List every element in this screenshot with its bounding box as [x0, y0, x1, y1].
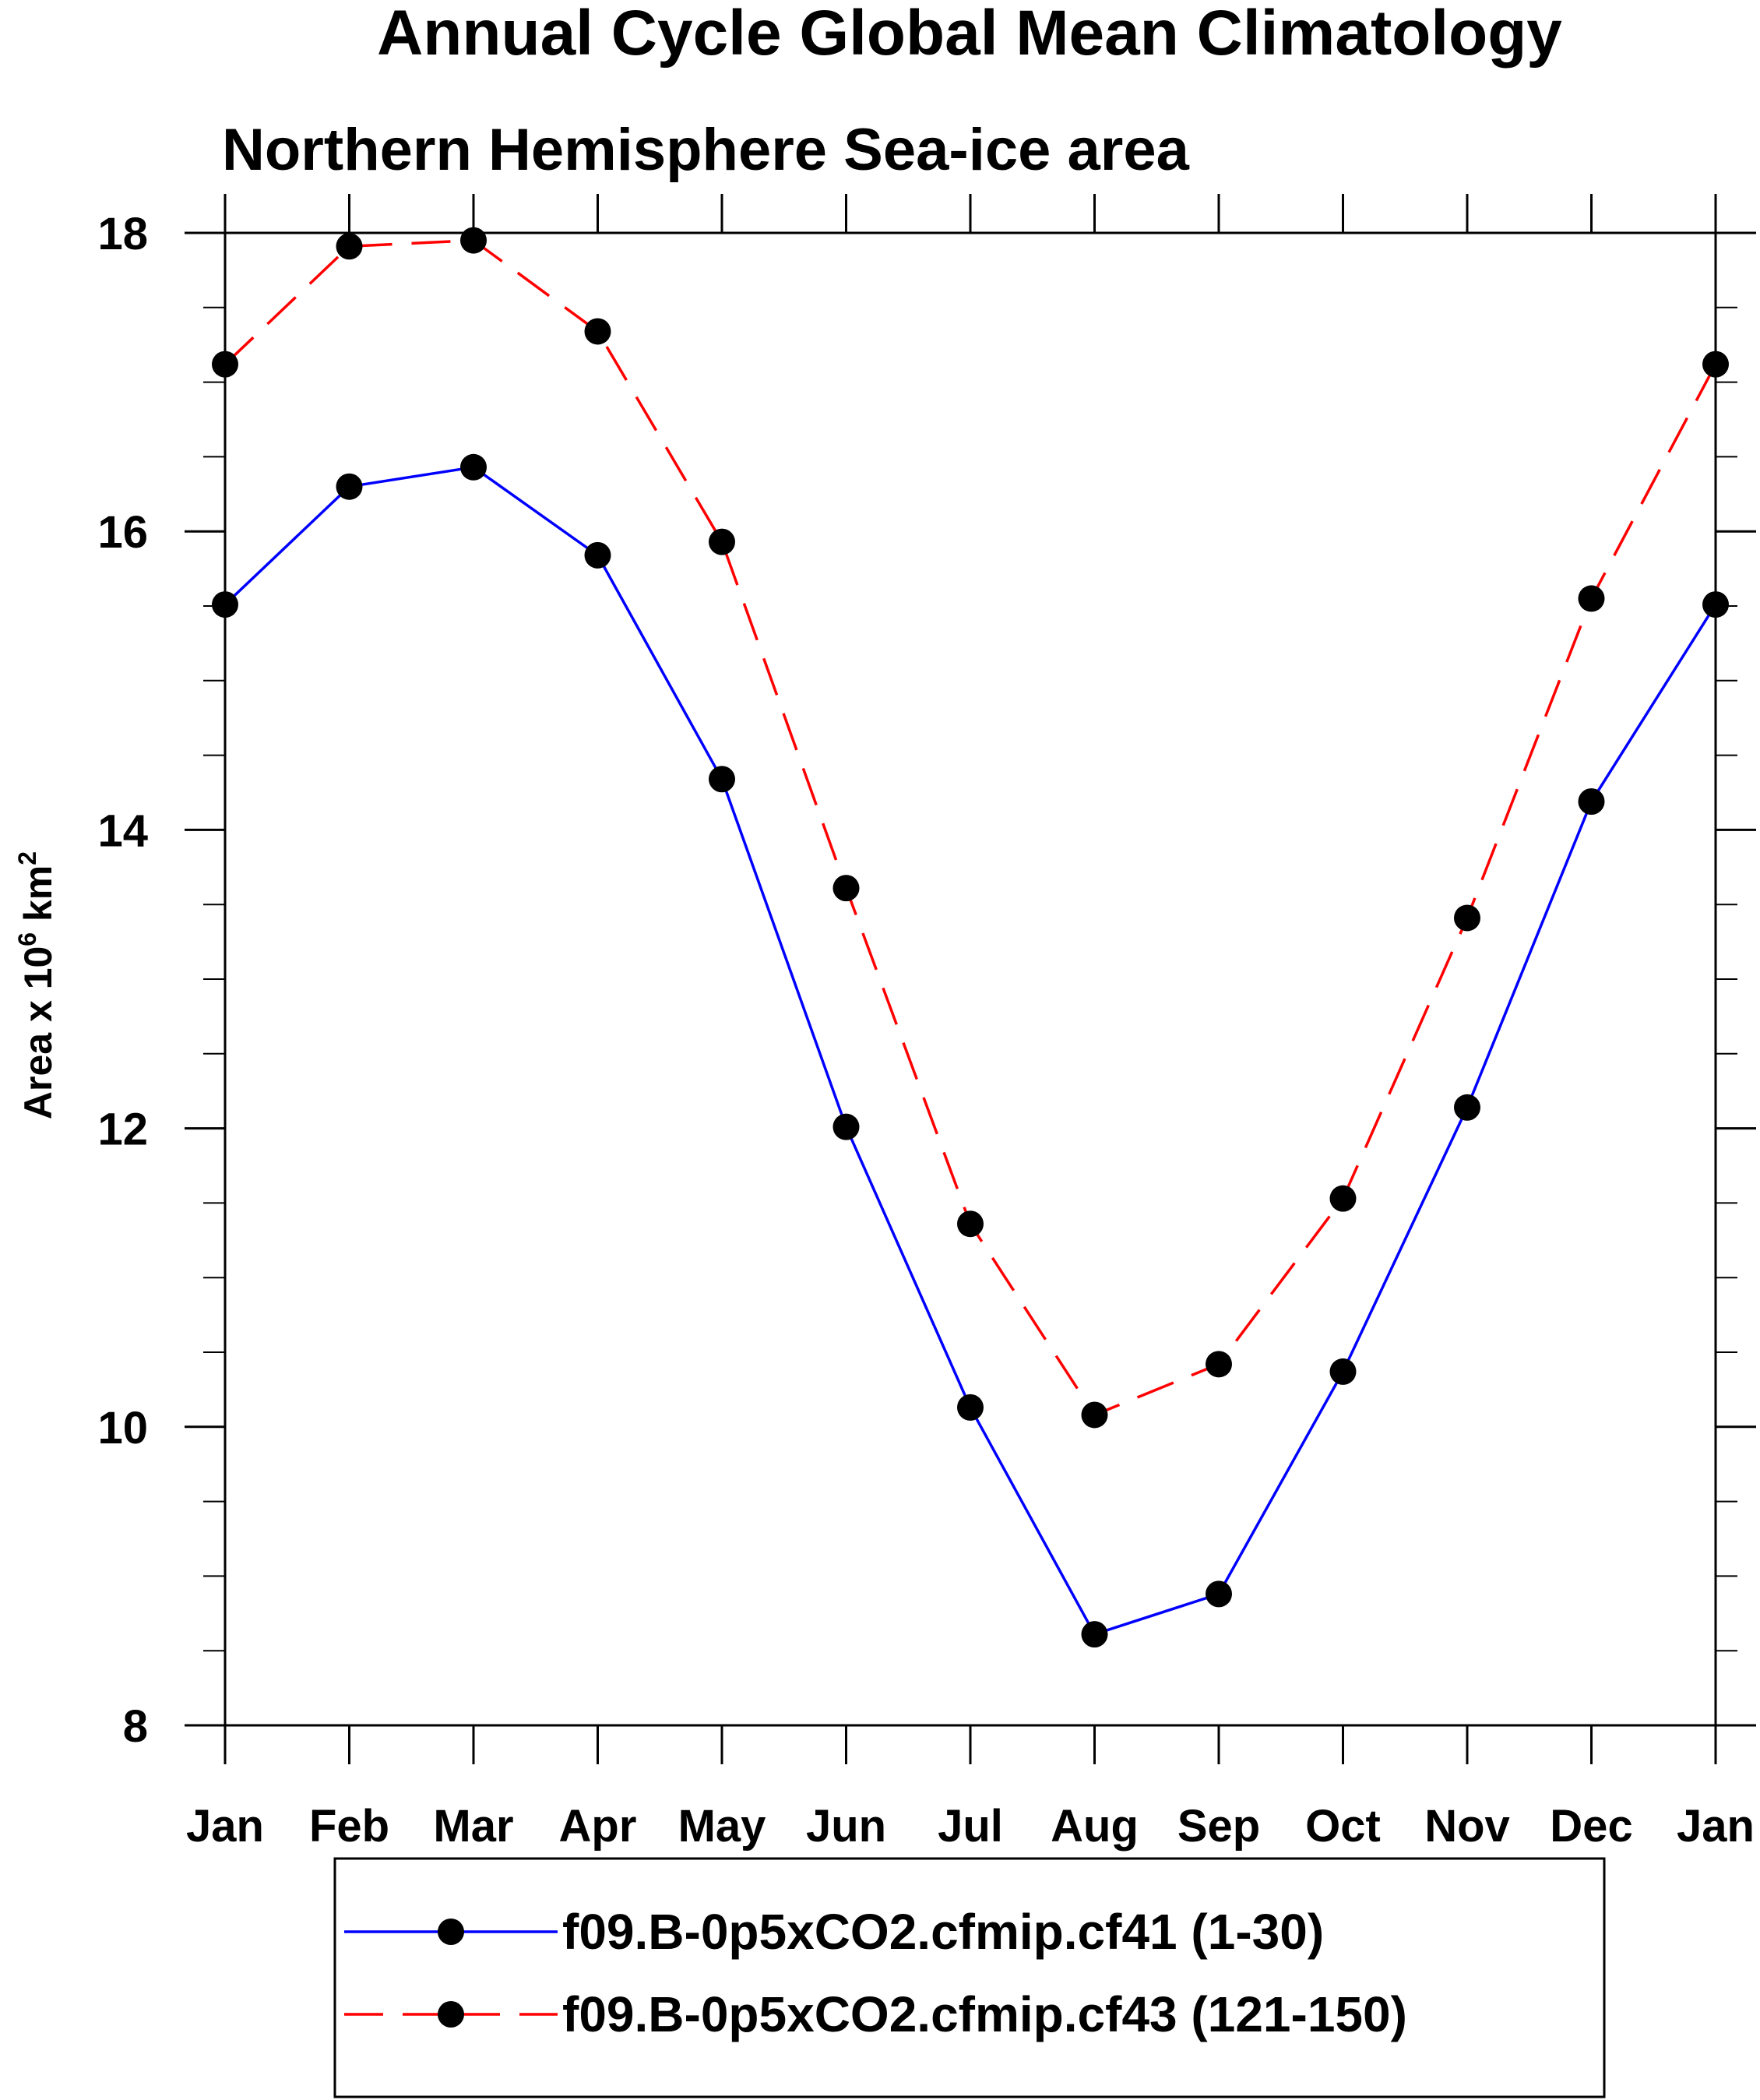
series-1-point — [957, 1394, 984, 1421]
x-tick-label: Oct — [1305, 1801, 1381, 1852]
y-tick-label: 18 — [97, 209, 148, 259]
chart-subtitle: Northern Hemisphere Sea-ice area — [222, 117, 1190, 183]
x-tick-label: Jan — [1677, 1801, 1755, 1852]
x-tick-label: Apr — [559, 1801, 637, 1852]
series-2-point — [709, 528, 735, 555]
series-1-point — [1454, 1094, 1480, 1121]
svg-text:Area x 106 km2: Area x 106 km2 — [13, 851, 60, 1119]
legend-marker-2 — [438, 2001, 464, 2028]
x-tick-label: Jan — [186, 1801, 264, 1852]
series-2-point — [1454, 904, 1480, 932]
chart-title: Annual Cycle Global Mean Climatology — [377, 0, 1562, 69]
series-1-point — [460, 453, 487, 481]
x-tick-label: Jul — [938, 1801, 1003, 1852]
series-line-2 — [224, 238, 1717, 1417]
series-2-point — [957, 1210, 984, 1238]
y-axis-label: Area x 106 km2 — [13, 851, 60, 1119]
x-tick-label: Aug — [1051, 1801, 1139, 1852]
series-2-point — [212, 351, 238, 378]
series-1-point — [709, 766, 735, 793]
series-2-point — [336, 233, 363, 260]
series-1-point — [1329, 1358, 1357, 1385]
x-tick-label: Feb — [309, 1801, 389, 1852]
y-tick-label: 10 — [97, 1403, 148, 1453]
series-2-point — [1578, 585, 1605, 612]
series-2-point — [1081, 1401, 1108, 1429]
series-2-point — [1206, 1351, 1232, 1378]
y-tick-label: 16 — [97, 507, 148, 558]
plot-frame — [224, 231, 1717, 1727]
series-line-1 — [224, 466, 1717, 1636]
series-1-point — [212, 591, 238, 618]
x-tick-label: May — [678, 1801, 766, 1852]
legend: f09.B-0p5xCO2.cfmip.cf41 (1-30) f09.B-0p5… — [333, 1857, 1606, 2098]
series-2-point — [584, 318, 611, 345]
series-1-point — [832, 1113, 860, 1140]
x-tick-label: Mar — [433, 1801, 513, 1852]
series-2-point — [832, 875, 860, 902]
legend-label-1: f09.B-0p5xCO2.cfmip.cf41 (1-30) — [562, 1904, 1324, 1960]
legend-marker-1 — [438, 1919, 464, 1945]
series-2-point — [1702, 351, 1729, 378]
x-tick-label: Jun — [806, 1801, 886, 1852]
series-1-point — [1206, 1580, 1232, 1608]
series-1-point — [584, 541, 611, 569]
y-tick-label: 8 — [123, 1701, 148, 1752]
series-2-point — [460, 227, 487, 254]
series-1-point — [1702, 591, 1729, 618]
series-1-point — [336, 473, 363, 500]
series-1-point — [1578, 788, 1605, 815]
x-tick-label: Nov — [1424, 1801, 1510, 1852]
x-tick-label: Sep — [1177, 1801, 1260, 1852]
series-1-point — [1081, 1621, 1108, 1648]
x-tick-label: Dec — [1550, 1801, 1632, 1852]
y-tick-label: 12 — [97, 1105, 148, 1155]
y-tick-label: 14 — [97, 805, 148, 856]
series-2-point — [1329, 1185, 1357, 1212]
legend-label-2: f09.B-0p5xCO2.cfmip.cf43 (121-150) — [562, 1986, 1407, 2042]
legend-box — [333, 1857, 1606, 2098]
